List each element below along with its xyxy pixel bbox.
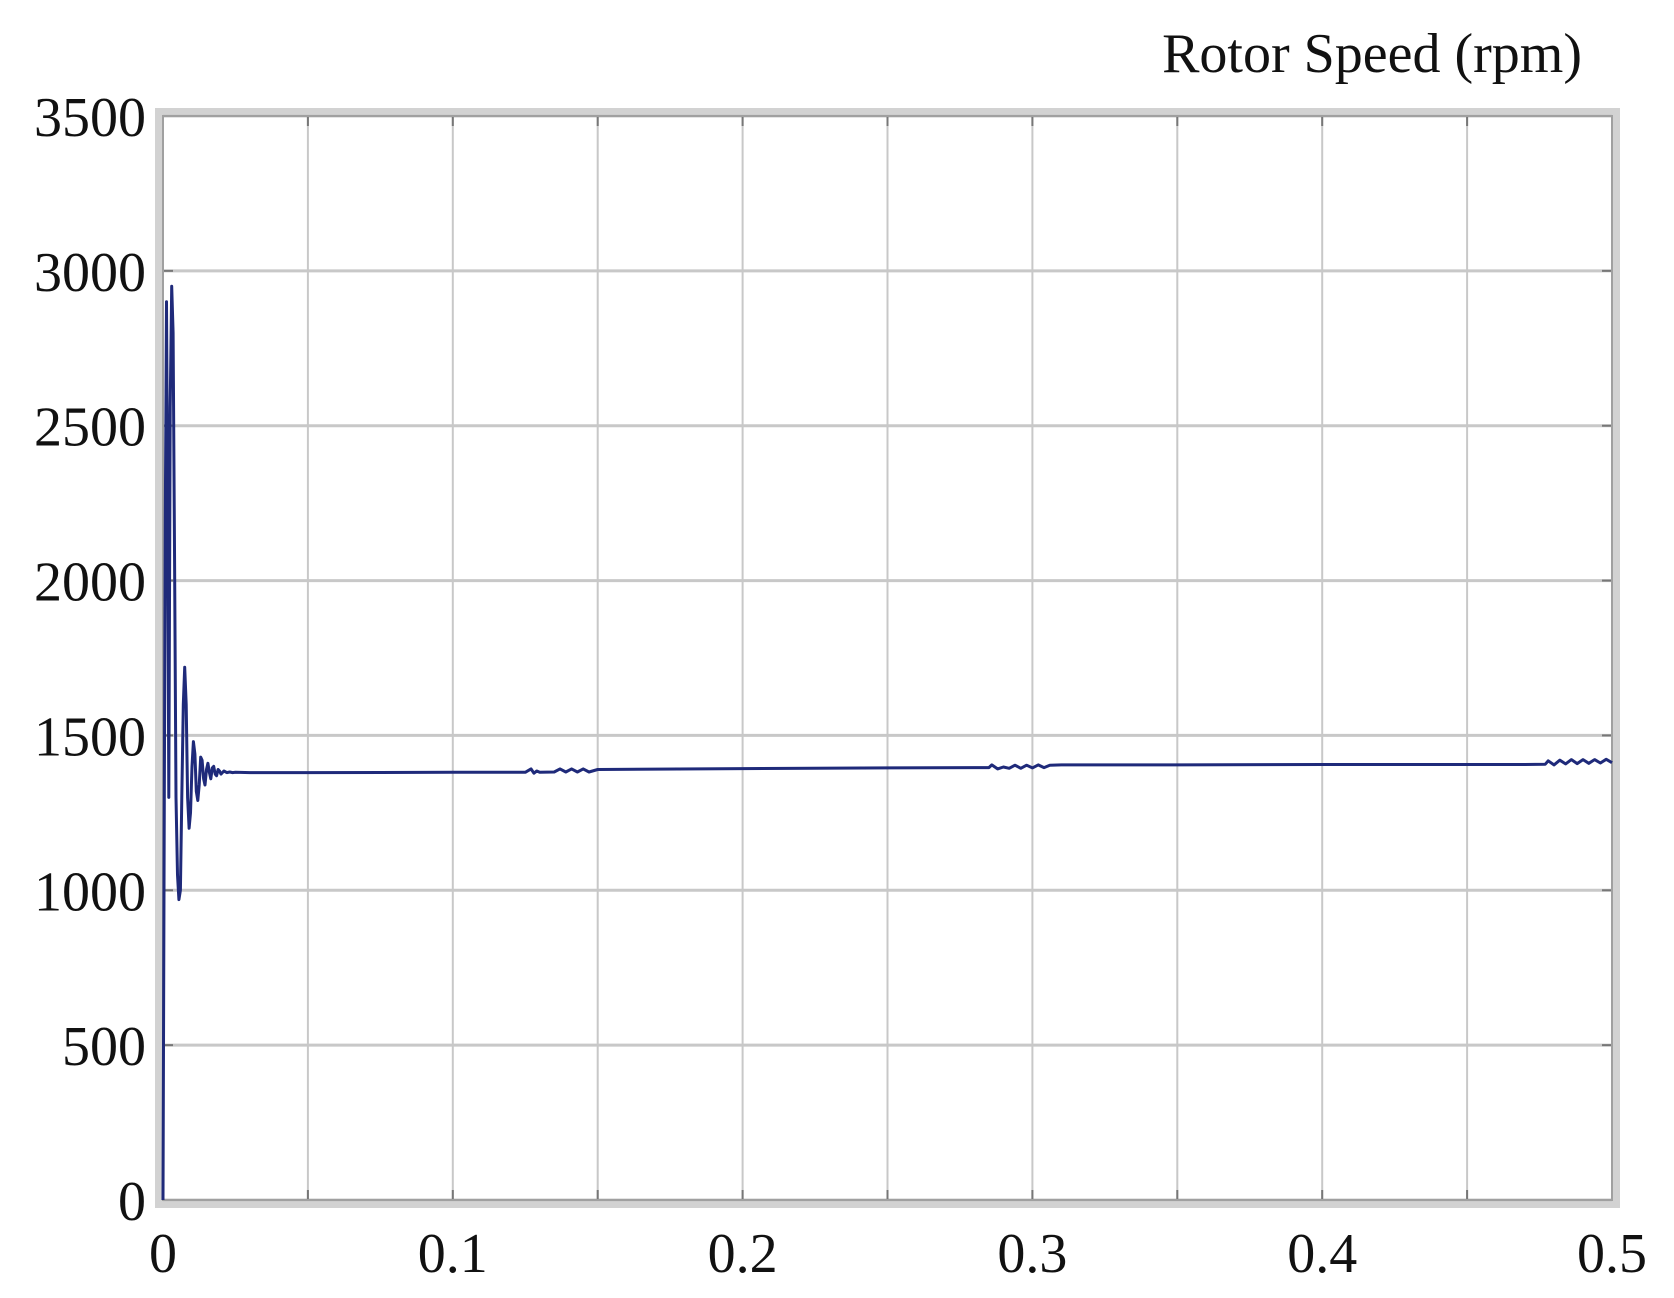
x-tick-label: 0.1 xyxy=(418,1223,488,1285)
x-tick-label: 0.5 xyxy=(1577,1223,1647,1285)
chart-title: Rotor Speed (rpm) xyxy=(1162,23,1582,85)
x-tick-labels: 0 0.1 0.2 0.3 0.4 0.5 xyxy=(149,1223,1647,1285)
series-layer xyxy=(161,284,1613,1201)
grid-lines xyxy=(162,114,1613,1202)
series-line xyxy=(161,284,1613,1201)
y-tick-label: 3500 xyxy=(34,87,146,149)
x-tick-label: 0 xyxy=(149,1223,177,1285)
y-tick-label: 0 xyxy=(118,1171,146,1233)
y-tick-label: 3000 xyxy=(34,242,146,304)
x-tick-label: 0.3 xyxy=(997,1223,1067,1285)
x-tick-label: 0.4 xyxy=(1287,1223,1357,1285)
plot-border xyxy=(162,115,1613,1201)
x-tick-label: 0.2 xyxy=(708,1223,778,1285)
y-tick-label: 500 xyxy=(62,1016,146,1078)
y-tick-labels: 0 500 1000 1500 2000 2500 3000 3500 xyxy=(34,87,146,1233)
y-tick-label: 2500 xyxy=(34,397,146,459)
y-tick-label: 1500 xyxy=(34,706,146,768)
y-tick-label: 2000 xyxy=(34,552,146,614)
y-tick-label: 1000 xyxy=(34,861,146,923)
